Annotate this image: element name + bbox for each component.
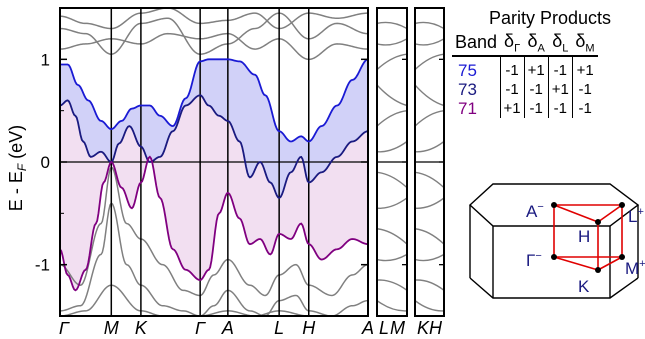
panel-k-label: M xyxy=(390,318,405,338)
y-tick-label: 0 xyxy=(41,153,50,172)
panel-band xyxy=(415,171,444,189)
parity-table-header: Band δΓ δA δL δM xyxy=(452,31,598,57)
parity-table-body: 75 -1 +1 -1 +1 73 -1 -1 +1 -1 71 +1 -1 -1 -1 xyxy=(452,55,598,118)
shade-band-73-71 xyxy=(60,95,368,291)
panel-band xyxy=(377,53,407,71)
y-axis-label: E - EF (eV) xyxy=(6,125,29,211)
bz-point xyxy=(619,254,625,260)
panel-band xyxy=(415,21,444,30)
bz-path-segment xyxy=(597,204,623,223)
bz-point xyxy=(551,202,557,208)
grey-band-0 xyxy=(60,12,368,55)
panel-band xyxy=(415,84,444,107)
parity-header-4: δM xyxy=(572,31,598,57)
panel-band xyxy=(377,38,407,46)
k-label-6: H xyxy=(302,318,316,338)
panel-band xyxy=(377,300,407,312)
panel-band xyxy=(377,279,407,291)
panel-band xyxy=(415,197,444,209)
parity-value: +1 xyxy=(571,55,598,80)
panel-band xyxy=(415,109,444,127)
shade-band-75-73 xyxy=(60,59,368,198)
panel-k-label: H xyxy=(429,318,443,338)
y-tick-label: 1 xyxy=(41,50,50,69)
parity-value: +1 xyxy=(547,79,573,99)
panel-k-label: K xyxy=(417,318,430,338)
parity-header-0: Band xyxy=(452,31,501,57)
panel-band xyxy=(377,140,407,153)
bz-bottom-edges xyxy=(469,277,639,299)
bz-label-4: K xyxy=(578,277,590,296)
bz-label-2: L+ xyxy=(628,206,644,226)
grey-band-2 xyxy=(60,32,368,61)
k-label-4: A xyxy=(221,318,234,338)
k-label-0: Γ xyxy=(59,318,70,338)
parity-value: -1 xyxy=(547,55,573,80)
parity-value: +1 xyxy=(523,55,549,80)
parity-value: -1 xyxy=(499,55,525,80)
panel-band xyxy=(377,84,407,107)
panel-band xyxy=(415,53,444,71)
panel-band xyxy=(415,228,444,245)
bz-point xyxy=(595,267,601,273)
bz-label-5: M+ xyxy=(625,258,645,278)
panel-k-label: L xyxy=(379,318,389,338)
parity-table: Parity Products Band δΓ δA δL δM 75 -1 +1 -1 +1 7… xyxy=(452,8,642,118)
parity-table-title: Parity Products xyxy=(488,8,612,28)
panel-band xyxy=(415,140,444,153)
parity-value: -1 xyxy=(547,98,573,118)
parity-row-71: 71 +1 -1 -1 -1 xyxy=(452,98,598,118)
parity-header-3: δL xyxy=(548,31,573,57)
k-label-1: M xyxy=(104,318,119,338)
bz-path-segment xyxy=(553,204,599,223)
panel-band xyxy=(377,171,407,189)
parity-band-label: 71 xyxy=(458,98,477,118)
parity-table-grid: Band δΓ δA δL δM 75 -1 +1 -1 +1 73 -1 -1 +1 -1 71 +1 -1-… xyxy=(452,31,598,118)
bz-path-segment xyxy=(597,256,623,271)
parity-band-label: 73 xyxy=(458,79,477,99)
band-75 xyxy=(60,58,368,143)
k-label-5: L xyxy=(274,318,284,338)
parity-row-75: 75 -1 +1 -1 +1 xyxy=(452,55,598,80)
bz-label-3: Γ− xyxy=(526,250,542,270)
panel-band xyxy=(377,253,407,262)
k-label-2: K xyxy=(135,318,148,338)
parity-value: -1 xyxy=(523,79,549,99)
band-71 xyxy=(60,155,368,292)
brillouin-zone-diagram: A− H L+ Γ− K M+ xyxy=(468,183,645,299)
bz-point xyxy=(595,219,601,225)
parity-value: -1 xyxy=(523,98,549,118)
panel-band xyxy=(377,109,407,127)
k-label-3: Γ xyxy=(195,318,206,338)
bz-label-1: H xyxy=(578,227,590,246)
panel-band xyxy=(377,228,407,245)
panel-band xyxy=(377,197,407,209)
grey-band-1 xyxy=(60,8,368,30)
bz-label-0: A− xyxy=(526,201,544,221)
parity-value: -1 xyxy=(571,98,598,118)
parity-value: -1 xyxy=(571,79,598,99)
grey-band-5 xyxy=(60,284,368,316)
y-tick-label: -1 xyxy=(35,256,50,275)
k-label-7: A xyxy=(361,318,374,338)
parity-value: +1 xyxy=(499,98,525,118)
panel-band xyxy=(415,279,444,291)
panel-band xyxy=(415,38,444,46)
bz-path-segment xyxy=(553,256,599,271)
parity-band-label: 75 xyxy=(458,60,477,80)
parity-header-1: δΓ xyxy=(500,31,525,57)
band-structure-panel: 10-1Γ M K Γ A L H A xyxy=(35,7,374,338)
bz-point xyxy=(551,254,557,260)
panel-band xyxy=(415,253,444,262)
bz-point xyxy=(619,202,625,208)
panel-band xyxy=(415,300,444,312)
parity-value: -1 xyxy=(499,79,525,99)
parity-row-73: 73 -1 -1 +1 -1 xyxy=(452,79,598,99)
parity-header-2: δA xyxy=(524,31,549,57)
panel-band xyxy=(377,21,407,30)
